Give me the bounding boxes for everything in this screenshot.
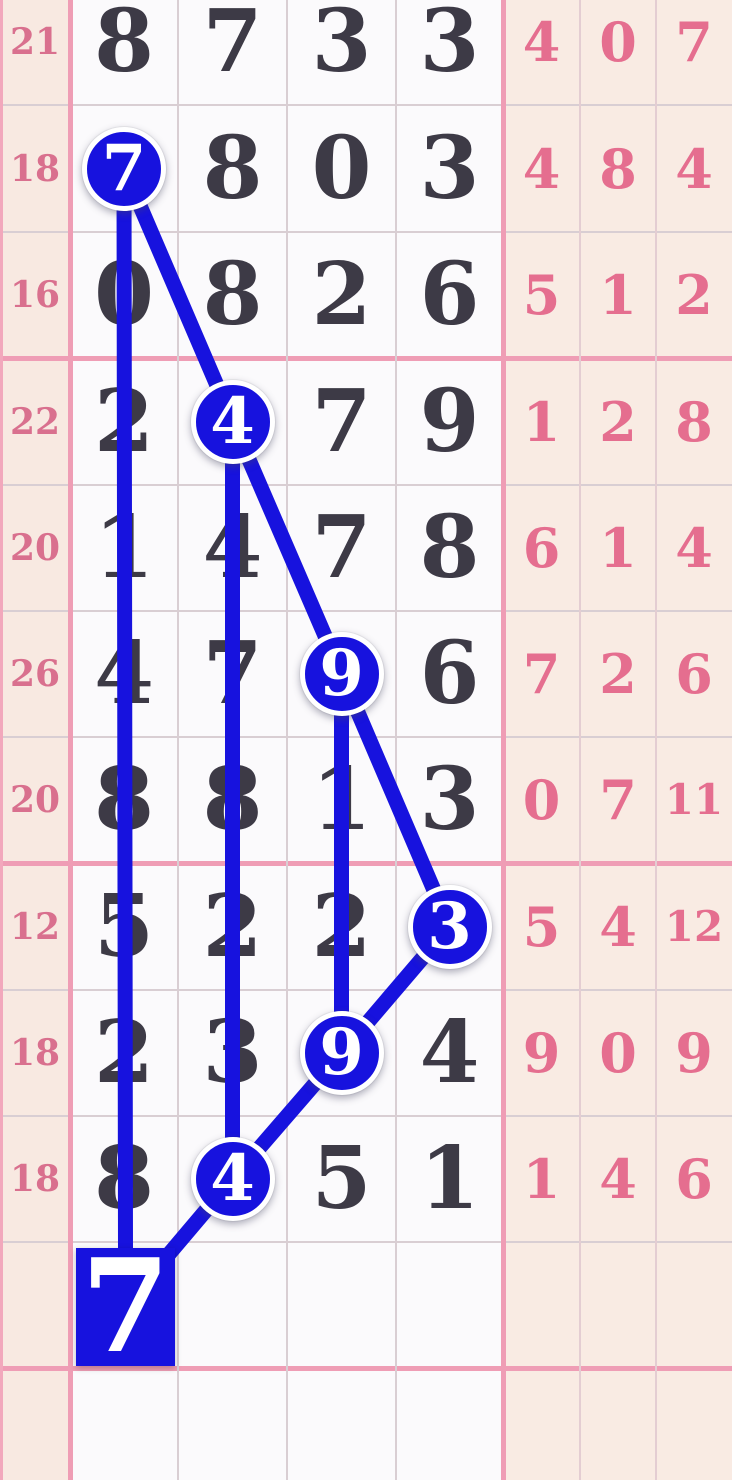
main-digit: 8 [202, 244, 263, 345]
main-digit: 7 [311, 370, 372, 472]
right-digit: 0 [599, 1021, 637, 1085]
main-digit: 3 [419, 749, 480, 850]
right-digit: 8 [599, 136, 637, 201]
trend-line-segment [225, 414, 349, 682]
main-digit: 7 [202, 0, 263, 92]
column-gridline [395, 0, 397, 1480]
main-digit: 5 [311, 1128, 372, 1229]
trend-line-segment [116, 161, 240, 429]
group-divider-horizontal [0, 861, 732, 866]
right-digit: 2 [675, 263, 713, 327]
sum-value: 16 [9, 274, 61, 316]
right-digit: 2 [599, 389, 637, 454]
main-digit: 2 [311, 244, 372, 345]
trend-node-circle: 7 [82, 126, 166, 211]
trend-node-circle: 9 [299, 1011, 384, 1095]
right-digit: 1 [522, 389, 561, 454]
group-divider-horizontal [0, 1366, 732, 1371]
column-gridline [655, 0, 657, 1480]
right-digit: 1 [599, 263, 637, 327]
right-digit: 7 [599, 768, 637, 832]
right-digit: 9 [675, 1021, 713, 1085]
sum-value: 21 [9, 20, 61, 63]
right-digit: 7 [675, 9, 713, 74]
right-digit: 8 [675, 389, 713, 454]
row-gridline [0, 610, 732, 612]
right-digit: 11 [664, 775, 724, 824]
right-digit: 4 [675, 136, 713, 201]
right-digit: 6 [675, 642, 713, 706]
right-digit: 6 [522, 516, 561, 580]
right-digit: 4 [599, 1147, 637, 1211]
sum-value: 22 [9, 400, 61, 443]
right-digit: 2 [599, 642, 637, 706]
main-digit: 9 [419, 370, 480, 472]
main-digit: 7 [311, 497, 372, 598]
main-digit: 8 [94, 0, 154, 92]
column-gridline [286, 0, 288, 1480]
right-digit: 4 [599, 894, 637, 959]
main-digit: 3 [419, 117, 480, 219]
sum-value: 18 [9, 147, 61, 190]
sum-value: 26 [9, 653, 61, 695]
right-digit: 4 [522, 9, 561, 74]
sum-value: 18 [9, 1158, 61, 1200]
column-gridline [579, 0, 581, 1480]
row-gridline [0, 484, 732, 486]
right-digit: 4 [522, 136, 561, 201]
trend-line-segment [334, 666, 457, 934]
main-digit: 8 [202, 117, 263, 219]
main-digit: 8 [419, 497, 480, 598]
main-digit: 4 [419, 1002, 480, 1103]
sum-value: 12 [9, 905, 61, 948]
trend-node-circle: 4 [190, 1137, 275, 1221]
section-divider-vertical [68, 0, 73, 1480]
trend-node-circle: 9 [299, 632, 384, 716]
group-divider-horizontal [0, 356, 732, 361]
left-edge-line [0, 0, 3, 1480]
sum-value: 18 [9, 1032, 61, 1074]
main-digit: 1 [419, 1128, 480, 1229]
right-digit: 0 [522, 768, 561, 832]
main-digit: 6 [419, 623, 480, 724]
right-digit: 4 [675, 516, 713, 580]
sum-value: 20 [9, 527, 61, 569]
main-digit: 3 [311, 0, 372, 92]
main-digit: 3 [419, 0, 480, 92]
sum-value: 20 [9, 779, 61, 821]
row-gridline [0, 231, 732, 233]
right-digit: 5 [522, 263, 561, 327]
main-digit: 0 [311, 117, 372, 219]
right-digit: 1 [599, 516, 637, 580]
row-gridline [0, 989, 732, 991]
right-digit: 0 [599, 9, 637, 74]
column-gridline [177, 0, 179, 1480]
section-divider-vertical [501, 0, 506, 1480]
right-digit: 6 [675, 1147, 713, 1211]
right-digit: 12 [664, 901, 724, 951]
right-digit: 7 [522, 642, 561, 706]
row-gridline [0, 1241, 732, 1243]
right-digit: 1 [522, 1147, 561, 1211]
main-digit: 6 [419, 244, 480, 345]
right-section-background [503, 0, 732, 1480]
trend-node-circle: 3 [407, 884, 492, 969]
row-gridline [0, 104, 732, 106]
trend-node-square: 7 [76, 1243, 175, 1371]
right-digit: 5 [522, 894, 561, 959]
sum-column-background [0, 0, 70, 1480]
trend-line-segment [116, 161, 133, 1260]
row-gridline [0, 1115, 732, 1117]
trend-node-circle: 4 [190, 379, 275, 464]
right-digit: 9 [522, 1021, 561, 1085]
